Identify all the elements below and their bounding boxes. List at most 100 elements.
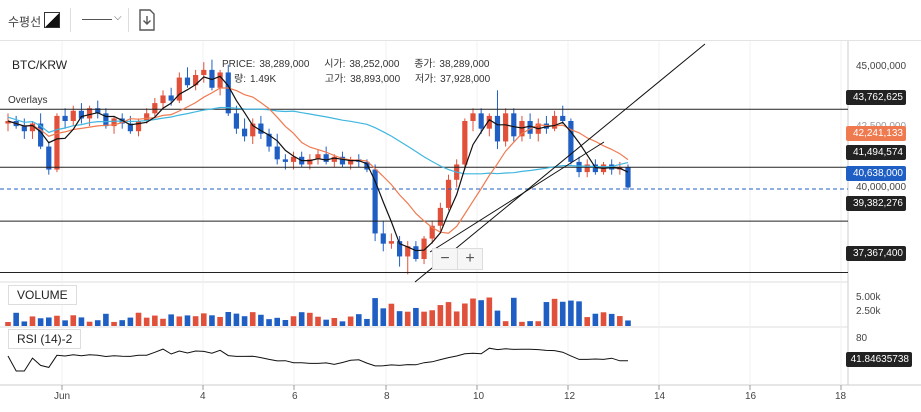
volume-bar [355, 314, 362, 326]
volume-bar [135, 312, 142, 326]
volume-bar [331, 317, 338, 326]
zoom-controls: − + [432, 248, 483, 270]
candle-body [584, 164, 590, 173]
volume-bar [437, 305, 444, 326]
candle-body [176, 77, 182, 101]
candle-body [445, 179, 452, 208]
zoom-out-button[interactable]: − [440, 250, 450, 267]
overlays-label[interactable]: Overlays [8, 95, 48, 106]
candle-body [144, 113, 150, 121]
ma-price-tag: 42,241,133 [846, 126, 906, 141]
candle-body [437, 207, 443, 226]
candle-body [470, 113, 476, 121]
volume-bar [478, 300, 484, 326]
candle-body [135, 121, 142, 132]
volume-bar [233, 313, 240, 326]
volume-bar [184, 315, 191, 326]
download-icon[interactable] [137, 9, 157, 31]
hline-tag: 37,367,400 [846, 246, 906, 261]
volume-bar [249, 312, 256, 326]
hline-tag: 43,762,625 [846, 90, 906, 105]
ohlc-high: 38,893,000 [350, 74, 401, 85]
volume-bar [37, 318, 44, 326]
volume-bar [470, 298, 476, 326]
trendline [429, 141, 605, 253]
chevron-down-icon[interactable]: ⌵ [114, 12, 122, 23]
time-tick: 6 [292, 391, 298, 402]
rsi-value-tag: 41.84635738 [846, 352, 912, 367]
candle-body [274, 146, 280, 160]
volume-bar [339, 321, 346, 326]
volume-bar [347, 316, 354, 326]
volume-bar [217, 316, 223, 326]
candle-body [160, 95, 166, 104]
candle-body [592, 164, 598, 173]
candle-body [551, 115, 558, 129]
volume-bar [143, 317, 150, 326]
volume-bar [608, 313, 615, 326]
candle-body [62, 115, 68, 121]
volume-bar [258, 314, 264, 326]
candle-body [364, 161, 370, 170]
volume-bar [209, 315, 215, 326]
ohlc-close-key: 종가: [414, 59, 436, 70]
rsi-panel-label[interactable]: RSI (14)-2 [8, 329, 82, 349]
hline-tag: 39,382,276 [846, 196, 906, 211]
volume-bar [510, 297, 517, 326]
price-chart[interactable] [0, 41, 921, 412]
volume-tick: 5.00k [856, 292, 881, 303]
ma-long-line [7, 106, 629, 175]
volume-bar [54, 315, 60, 326]
trendline [414, 43, 706, 283]
volume-tick: 2.50k [856, 306, 881, 317]
volume-bar [45, 317, 52, 326]
volume-bar [462, 303, 468, 326]
candle-body [290, 156, 297, 162]
candle-body [503, 113, 509, 142]
volume-bar [600, 312, 607, 326]
volume-bar [584, 317, 591, 326]
volume-bar [421, 311, 427, 326]
candle-body [405, 246, 411, 257]
candle-body [250, 123, 256, 137]
candle-body [38, 123, 44, 147]
ohlc-open: 38,252,000 [349, 59, 400, 70]
volume-bar [486, 297, 493, 326]
candle-body [527, 121, 533, 134]
volume-bar [551, 298, 558, 326]
volume-bar [372, 298, 378, 326]
volume-bar [519, 321, 525, 326]
volume-bar [274, 317, 281, 326]
ohlc-price-key: PRICE: [222, 59, 256, 70]
volume-panel-label[interactable]: VOLUME [8, 285, 77, 305]
ohlc-low-key: 저가: [414, 74, 437, 85]
time-tick: 16 [745, 391, 757, 402]
zoom-in-button[interactable]: + [457, 249, 482, 269]
volume-bar [543, 302, 550, 326]
candle-body [21, 126, 27, 132]
volume-bar [568, 300, 574, 326]
line-style-selector[interactable] [82, 19, 112, 20]
volume-bar [429, 310, 436, 326]
volume-bar [225, 312, 232, 326]
volume-bar [70, 315, 77, 326]
color-swatch-button[interactable] [44, 12, 60, 28]
rsi-line [7, 347, 629, 372]
time-tick: 12 [564, 391, 576, 402]
candle-body [331, 156, 337, 162]
rsi-tick: 80 [856, 333, 868, 344]
time-tick: 18 [835, 391, 847, 402]
volume-bar [62, 320, 68, 326]
candle-body [258, 123, 264, 134]
volume-bar [160, 318, 166, 326]
volume-bar [21, 321, 28, 326]
volume-bar [111, 321, 117, 326]
ohlc-open-key: 시가: [324, 59, 346, 70]
volume-bar [86, 321, 93, 326]
price-tick: 40,000,000 [856, 182, 907, 193]
volume-bar [625, 320, 631, 326]
candle-body [625, 167, 631, 188]
time-tick: 14 [654, 391, 666, 402]
volume-bar [617, 316, 623, 326]
ma-short-line [7, 75, 629, 252]
